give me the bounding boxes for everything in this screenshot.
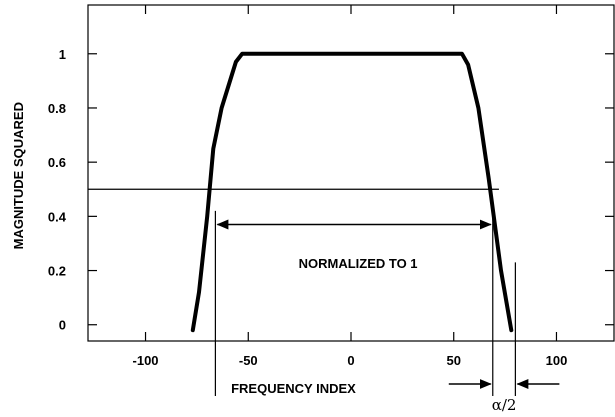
y-tick-label: 1 [59, 47, 66, 62]
y-tick-label: 0.2 [48, 264, 66, 279]
y-axis-ticks: 0 0.2 0.4 0.6 0.8 1 [48, 47, 614, 333]
y-tick-label: 0.8 [48, 101, 66, 116]
y-tick-label: 0.4 [48, 209, 67, 224]
x-tick-label: 0 [347, 353, 354, 368]
normalized-label: NORMALIZED TO 1 [299, 256, 418, 271]
x-tick-label: -100 [133, 353, 159, 368]
response-curve [190, 51, 514, 333]
x-tick-label: -50 [239, 353, 258, 368]
alpha-label: α/2 [492, 396, 517, 414]
y-tick-label: 0 [59, 318, 66, 333]
x-axis-title: FREQUENCY INDEX [231, 381, 356, 396]
y-tick-label: 0.6 [48, 155, 66, 170]
annotations: NORMALIZED TO 1 α/2 [214, 200, 560, 414]
x-tick-label: 100 [546, 353, 568, 368]
y-axis-title: MAGNITUDE SQUARED [11, 102, 26, 249]
x-axis-ticks: -100 -50 0 50 100 [133, 5, 568, 368]
x-tick-label: 50 [447, 353, 461, 368]
